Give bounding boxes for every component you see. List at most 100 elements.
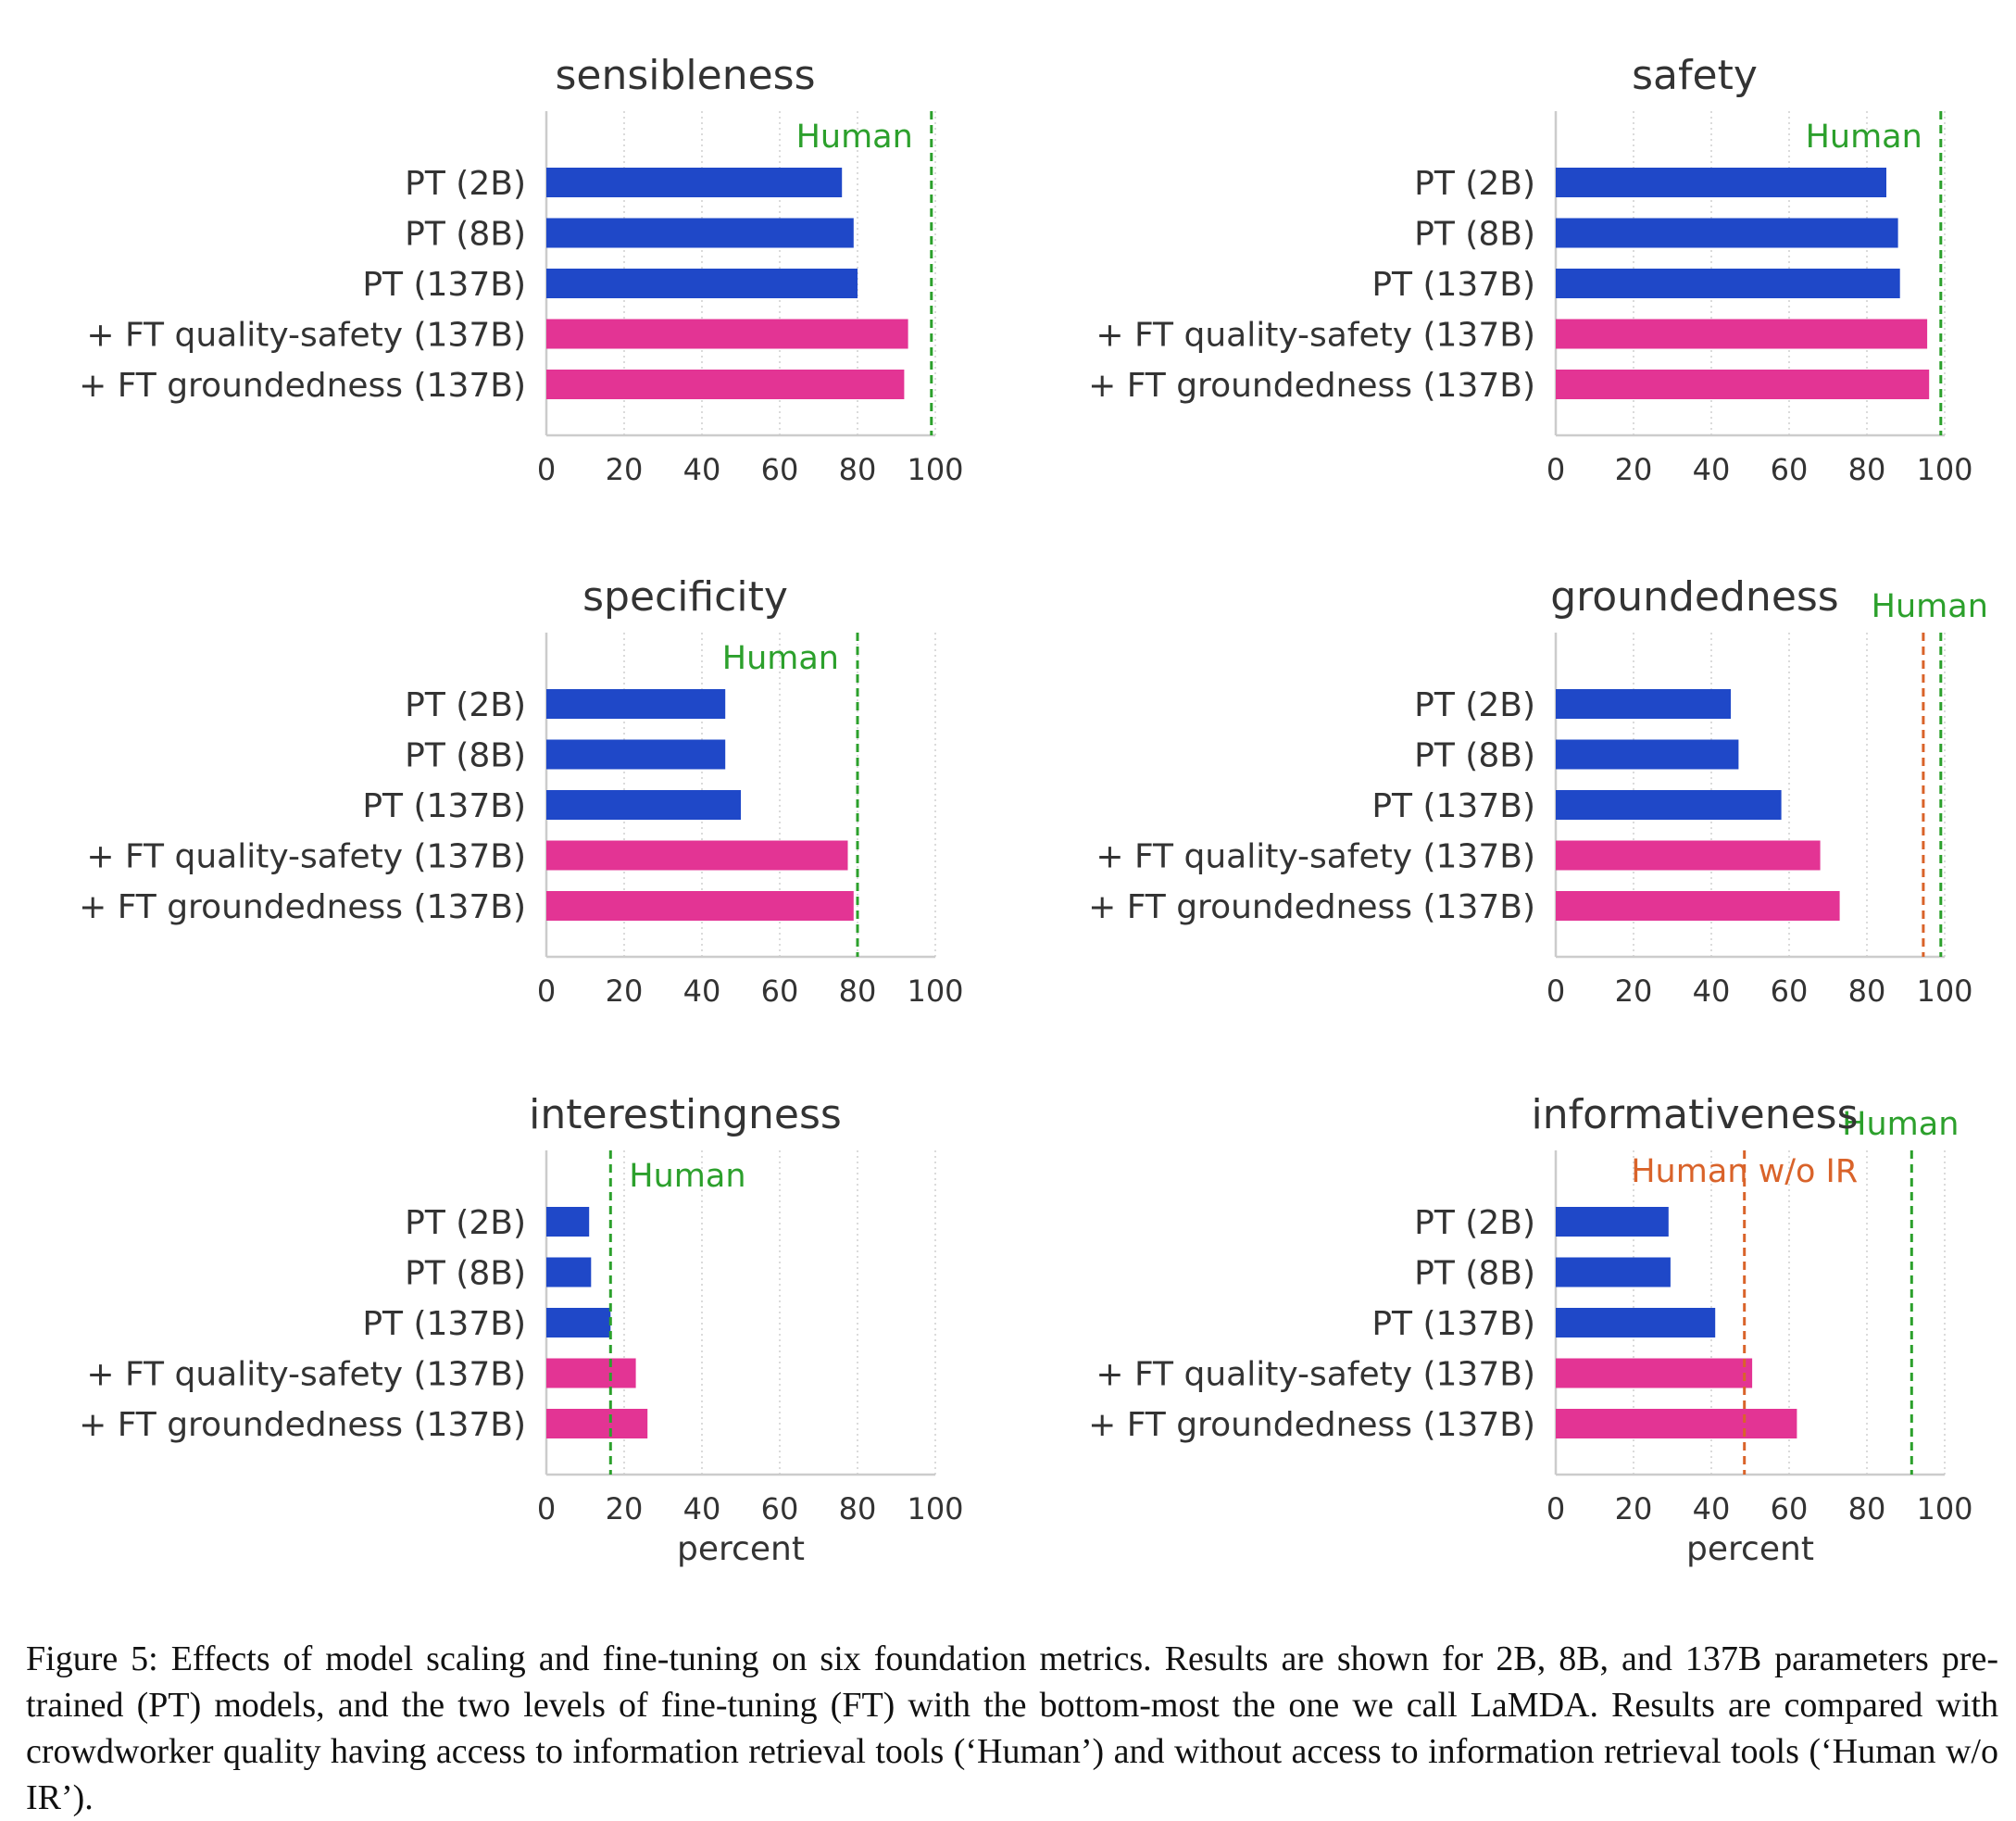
tick-label: 40	[1693, 1491, 1731, 1526]
category-label: PT (8B)	[1414, 737, 1535, 775]
category-label: + FT quality-safety (137B)	[1096, 838, 1535, 876]
category-label: + FT groundedness (137B)	[79, 367, 526, 405]
category-label: PT (2B)	[405, 1204, 526, 1242]
category-label: + FT groundedness (137B)	[1088, 1406, 1535, 1444]
tick-label: 100	[1916, 1491, 1972, 1526]
bar	[1556, 739, 1739, 770]
figure-caption: Figure 5: Effects of model scaling and f…	[26, 1639, 1998, 1817]
bar	[546, 790, 741, 820]
bar	[546, 1409, 648, 1438]
bar	[1556, 1358, 1753, 1388]
category-label: + FT groundedness (137B)	[79, 1406, 526, 1444]
panel-title: groundedness	[1550, 573, 1838, 621]
tick-label: 60	[1771, 1491, 1809, 1526]
tick-label: 60	[761, 452, 799, 487]
bar	[546, 370, 905, 399]
bar	[546, 269, 858, 298]
bar	[546, 1358, 636, 1388]
bar	[1556, 370, 1930, 399]
category-label: PT (2B)	[1414, 686, 1535, 724]
panel-interestingness: PT (2B) PT (8B) PT (137B) + FT quality-safe…	[79, 1091, 963, 1568]
bar	[1556, 1409, 1797, 1438]
tick-label: 80	[1848, 1491, 1886, 1526]
category-label: + FT groundedness (137B)	[1088, 888, 1535, 926]
tick-label: 80	[839, 1491, 877, 1526]
tick-label: 100	[1916, 973, 1972, 1009]
bar	[1556, 891, 1840, 921]
bar	[1556, 319, 1928, 349]
tick-label: 40	[683, 452, 721, 487]
category-label: PT (2B)	[405, 686, 526, 724]
panel-title: safety	[1632, 52, 1758, 99]
bar	[546, 1257, 592, 1287]
category-label: PT (8B)	[405, 216, 526, 254]
tick-label: 0	[1546, 452, 1565, 487]
panel-title: specificity	[582, 573, 788, 621]
tick-label: 60	[1771, 452, 1809, 487]
tick-label: 100	[1916, 452, 1972, 487]
tick-label: 0	[537, 1491, 556, 1526]
category-label: PT (8B)	[405, 1255, 526, 1293]
category-label: + FT quality-safety (137B)	[86, 317, 526, 355]
bar	[546, 168, 843, 197]
panel-title: informativeness	[1531, 1091, 1858, 1138]
panel-safety: PT (2B) PT (8B) PT (137B) + FT quality-safe…	[1088, 52, 1972, 487]
category-label: PT (137B)	[1371, 266, 1535, 304]
tick-label: 100	[907, 973, 963, 1009]
bar	[1556, 218, 1898, 248]
tick-label: 0	[537, 973, 556, 1009]
human-label: Human	[796, 119, 913, 156]
category-label: PT (2B)	[1414, 165, 1535, 203]
bar	[546, 1308, 611, 1337]
tick-label: 40	[1693, 452, 1731, 487]
category-label: + FT quality-safety (137B)	[1096, 317, 1535, 355]
panel-informativeness: PT (2B) PT (8B) PT (137B) + FT quality-safe…	[1088, 1091, 1972, 1568]
panel-title: sensibleness	[555, 52, 815, 99]
category-label: PT (8B)	[1414, 1255, 1535, 1293]
tick-label: 80	[1848, 973, 1886, 1009]
human-label: Human	[1806, 119, 1922, 156]
bar	[1556, 1308, 1716, 1337]
tick-label: 20	[606, 1491, 644, 1526]
panel-sensibleness: PT (2B) PT (8B) PT (137B) + FT quality-safe…	[79, 52, 963, 487]
tick-label: 20	[606, 973, 644, 1009]
bar	[546, 1207, 590, 1237]
category-label: PT (137B)	[1371, 787, 1535, 825]
tick-label: 20	[1615, 1491, 1653, 1526]
human-label: Human	[1872, 588, 1988, 625]
bar	[546, 689, 726, 719]
category-label: PT (137B)	[362, 266, 526, 304]
tick-label: 100	[907, 1491, 963, 1526]
tick-label: 20	[1615, 452, 1653, 487]
human-label: Human	[722, 640, 839, 677]
category-label: + FT quality-safety (137B)	[86, 1356, 526, 1394]
tick-label: 0	[1546, 973, 1565, 1009]
tick-label: 60	[761, 1491, 799, 1526]
bar	[546, 840, 848, 871]
human-label: Human	[1842, 1106, 1959, 1143]
human-label: Human	[629, 1158, 745, 1195]
x-axis-label: percent	[677, 1530, 805, 1568]
category-label: + FT groundedness (137B)	[79, 888, 526, 926]
bar	[1556, 269, 1900, 298]
bar	[546, 891, 854, 921]
category-label: PT (8B)	[405, 737, 526, 775]
tick-label: 80	[839, 452, 877, 487]
bar	[546, 739, 726, 770]
category-label: PT (2B)	[405, 165, 526, 203]
tick-label: 80	[839, 973, 877, 1009]
bar	[546, 218, 854, 248]
tick-label: 20	[606, 452, 644, 487]
bar	[1556, 790, 1782, 820]
category-label: PT (137B)	[1371, 1305, 1535, 1343]
tick-label: 40	[683, 973, 721, 1009]
bar	[1556, 1207, 1669, 1237]
tick-label: 100	[907, 452, 963, 487]
bar	[1556, 689, 1731, 719]
category-label: PT (8B)	[1414, 216, 1535, 254]
tick-label: 80	[1848, 452, 1886, 487]
category-label: PT (137B)	[362, 1305, 526, 1343]
tick-label: 0	[537, 452, 556, 487]
bar	[1556, 168, 1886, 197]
category-label: + FT quality-safety (137B)	[86, 838, 526, 876]
